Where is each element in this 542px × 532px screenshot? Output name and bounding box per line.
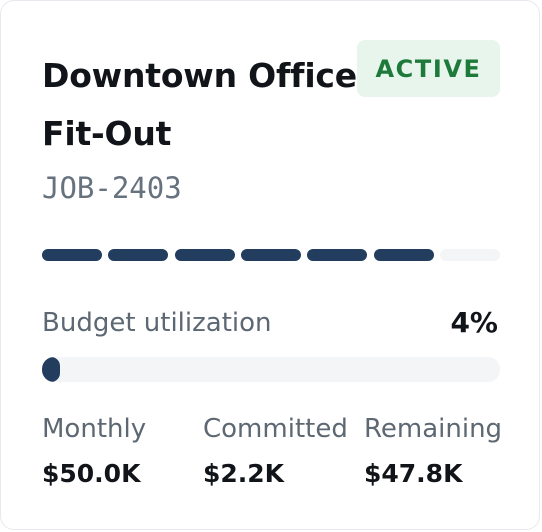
stat-remaining: Remaining $47.8K (364, 409, 524, 494)
budget-bar (42, 357, 500, 382)
job-title: Downtown Office Fit-Out (42, 56, 357, 153)
stat-label: Monthly (42, 414, 147, 444)
budget-bar-fill (42, 357, 61, 382)
budget-label: Budget utilization (42, 308, 272, 338)
stat-value: $50.0K (42, 459, 141, 488)
stage-segment-2 (108, 249, 169, 261)
stat-label: Committed (203, 414, 348, 444)
stat-label: Remaining (364, 414, 503, 444)
stat-monthly: Monthly $50.0K (42, 409, 202, 494)
stage-segment-3 (174, 249, 235, 261)
stage-segment-7 (439, 249, 500, 261)
stage-progress (42, 249, 500, 261)
stage-segment-1 (42, 249, 102, 261)
budget-percent: 4% (450, 306, 498, 339)
stage-segment-4 (240, 249, 301, 261)
stage-segment-6 (373, 249, 434, 261)
stage-segment-5 (307, 249, 368, 261)
stat-value: $2.2K (203, 459, 285, 488)
job-code: JOB-2403 (42, 171, 182, 205)
status-badge: ACTIVE (357, 40, 500, 97)
stat-committed: Committed $2.2K (203, 409, 363, 494)
stat-value: $47.8K (364, 459, 463, 488)
